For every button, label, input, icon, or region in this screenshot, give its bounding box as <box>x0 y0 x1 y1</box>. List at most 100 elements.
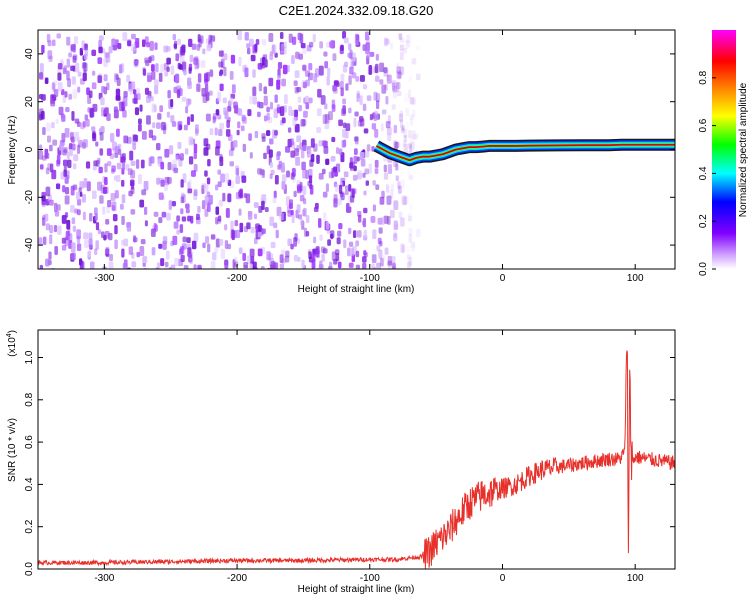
noise-cell <box>82 72 87 82</box>
noise-cell <box>269 173 273 180</box>
noise-cell <box>326 75 330 86</box>
noise-cell <box>189 54 194 63</box>
noise-cell <box>296 135 302 143</box>
noise-cell <box>68 93 72 100</box>
noise-cell <box>49 163 54 173</box>
noise-cell <box>406 254 411 260</box>
noise-cell <box>179 153 184 161</box>
noise-cell <box>38 93 43 100</box>
noise-cell <box>246 47 251 55</box>
noise-cell <box>141 39 146 47</box>
noise-cell <box>274 130 278 136</box>
noise-cell <box>254 130 259 139</box>
noise-cell <box>243 262 249 269</box>
noise-cell <box>208 90 213 96</box>
noise-cell <box>401 125 405 131</box>
noise-cell <box>317 88 322 98</box>
y-tick-label: 1.0 <box>24 350 35 364</box>
noise-cell <box>154 42 158 51</box>
noise-cell <box>328 111 333 121</box>
noise-cell <box>396 70 402 80</box>
noise-cell <box>180 245 185 255</box>
noise-cell <box>308 62 313 71</box>
noise-cell <box>284 255 290 263</box>
noise-cell <box>170 99 174 108</box>
noise-cell <box>341 108 346 117</box>
noise-cell <box>294 123 300 133</box>
noise-cell <box>374 168 379 174</box>
noise-cell <box>98 35 104 41</box>
noise-cell <box>302 169 307 179</box>
noise-cell <box>146 72 152 83</box>
noise-cell <box>238 247 243 255</box>
noise-cell <box>354 136 359 145</box>
noise-cell <box>394 141 400 149</box>
noise-cell <box>287 238 292 246</box>
noise-cell <box>205 143 211 150</box>
noise-cell <box>225 129 231 137</box>
noise-cell <box>228 149 234 157</box>
noise-cell <box>182 236 187 243</box>
noise-cell <box>91 126 96 132</box>
noise-cell <box>352 230 357 239</box>
noise-cell <box>323 212 327 222</box>
noise-cell <box>231 230 235 241</box>
noise-cell <box>98 46 103 54</box>
noise-cell <box>254 43 258 52</box>
noise-cell <box>248 210 252 217</box>
noise-cell <box>39 264 44 269</box>
noise-cell <box>363 250 367 256</box>
noise-cell <box>271 44 275 54</box>
noise-cell <box>187 215 192 222</box>
noise-cell <box>290 243 294 250</box>
noise-cell <box>136 251 141 258</box>
noise-cell <box>243 193 247 199</box>
noise-cell <box>87 107 91 113</box>
noise-cell <box>68 144 73 151</box>
noise-cell <box>224 110 229 120</box>
noise-cell <box>374 110 379 120</box>
noise-cell <box>126 163 130 171</box>
noise-cell <box>409 114 415 120</box>
noise-cell <box>146 115 151 125</box>
noise-cell <box>128 190 133 197</box>
noise-cell <box>331 99 336 109</box>
noise-cell <box>54 210 60 217</box>
noise-cell <box>233 101 238 109</box>
noise-cell <box>246 255 251 265</box>
noise-cell <box>298 105 302 112</box>
noise-cell <box>347 247 351 257</box>
noise-cell <box>108 46 113 54</box>
noise-cell <box>63 169 67 177</box>
noise-cell <box>127 168 133 176</box>
noise-cell <box>392 265 396 269</box>
noise-cell <box>379 79 384 85</box>
noise-cell <box>321 168 326 175</box>
noise-cell <box>197 73 202 83</box>
noise-cell <box>300 42 306 49</box>
noise-cell <box>353 117 357 128</box>
noise-cell <box>392 82 396 91</box>
noise-cell <box>375 93 381 103</box>
noise-cell <box>158 243 163 249</box>
noise-cell <box>305 95 309 103</box>
noise-cell <box>63 159 68 167</box>
noise-cell <box>77 144 81 155</box>
noise-cell <box>261 228 266 235</box>
noise-cell <box>342 64 348 73</box>
noise-cell <box>56 154 61 165</box>
noise-cell <box>295 156 301 166</box>
noise-cell <box>149 156 155 164</box>
noise-cell <box>158 217 163 224</box>
noise-cell <box>322 114 328 124</box>
noise-cell <box>83 62 88 72</box>
noise-cell <box>229 97 234 105</box>
noise-cell <box>218 50 224 57</box>
noise-cell <box>379 62 385 73</box>
noise-cell <box>262 54 268 61</box>
noise-cell <box>339 184 343 195</box>
noise-cell <box>188 98 192 105</box>
noise-cell <box>290 138 294 146</box>
noise-cell <box>393 233 398 242</box>
noise-cell <box>410 241 416 249</box>
